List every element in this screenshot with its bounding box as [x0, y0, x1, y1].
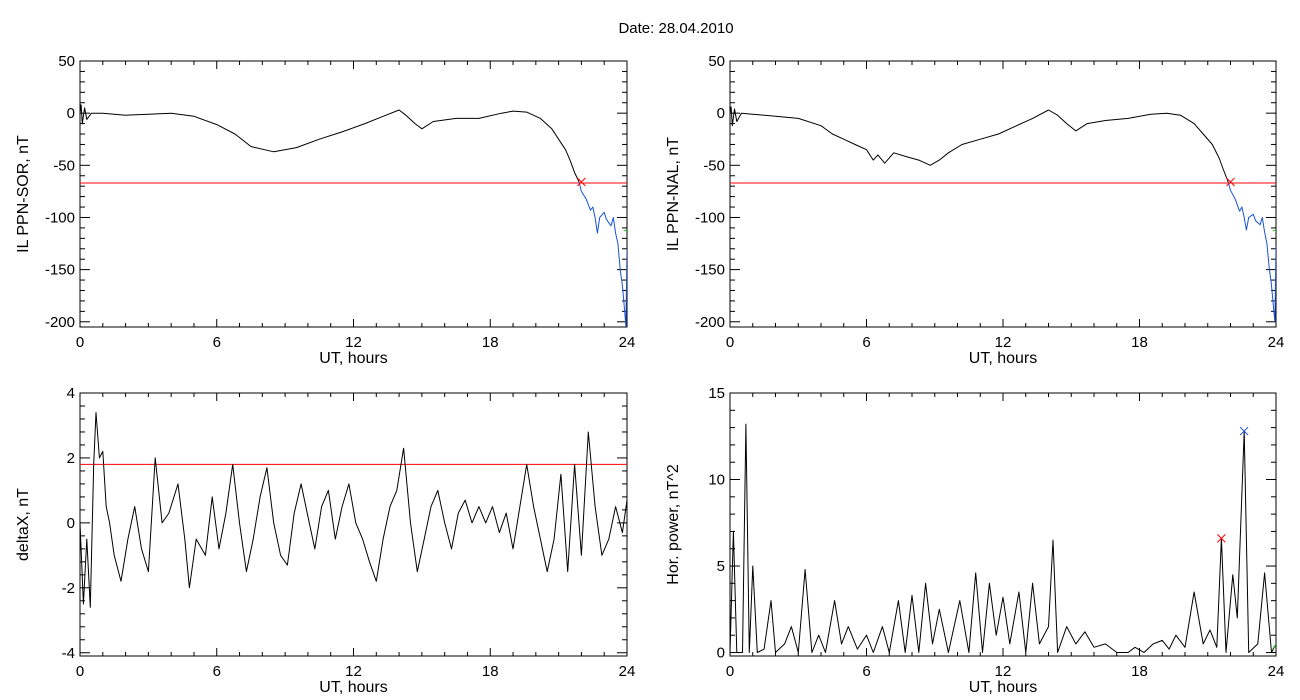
data-layer: [80, 412, 627, 608]
y-tick-label: 0: [717, 105, 725, 122]
y-tick-label: 0: [717, 645, 725, 662]
y-axis-label: deltaX, nT: [15, 488, 32, 561]
x-tick-label: 12: [345, 334, 362, 351]
y-tick-label: -4: [62, 645, 75, 662]
x-tick-label: 24: [1268, 663, 1285, 680]
marker-red: [577, 177, 586, 187]
x-tick-label: 18: [1131, 663, 1148, 680]
y-tick-label: 0: [67, 105, 75, 122]
x-tick-label: 12: [345, 663, 362, 680]
plot-frame: [729, 392, 1277, 657]
chart-panel-hor-power: 0 6 12 18 24 15 10 5 0 UT, hours Hor. power, nT^2: [665, 385, 1284, 696]
y-axis-label: Hor. power, nT^2: [665, 464, 682, 585]
x-tick-label: 18: [482, 663, 499, 680]
y-tick-label: 50: [58, 53, 75, 70]
y-tick-label: 0: [67, 515, 75, 532]
x-tick-label: 0: [76, 334, 84, 351]
x-tick-label: 12: [995, 663, 1012, 680]
marker-blue: [1239, 426, 1249, 436]
x-axis-label: UT, hours: [319, 350, 387, 367]
series-line-green: [623, 229, 627, 232]
x-axis-label: UT, hours: [969, 350, 1037, 367]
y-tick-label: -100: [45, 209, 75, 226]
x-tick-label: 0: [726, 334, 734, 351]
chart-panel-ppn-sor: 0 6 12 18 24 50 0 -50 -100 -150 -200 UT, hours IL PP…: [15, 53, 635, 367]
marker-red: [1217, 533, 1226, 543]
y-tick-label: -200: [45, 314, 75, 331]
y-tick-label: -2: [62, 580, 75, 597]
x-tick-label: 18: [482, 334, 499, 351]
series-line-green: [1272, 643, 1276, 650]
x-tick-label: 24: [619, 334, 636, 351]
x-tick-label: 24: [1268, 334, 1285, 351]
x-tick-label: 6: [213, 663, 221, 680]
x-tick-label: 6: [862, 663, 870, 680]
x-tick-label: 12: [995, 334, 1012, 351]
series-line-black: [80, 412, 627, 608]
series-line-blue: [1227, 181, 1276, 323]
y-tick-label: -150: [695, 262, 725, 279]
plot-frame: [79, 392, 628, 657]
x-axis-label: UT, hours: [969, 679, 1037, 696]
data-layer: [730, 106, 1276, 323]
series-line-black: [730, 423, 1276, 653]
x-tick-label: 0: [726, 663, 734, 680]
y-tick-label: 4: [67, 385, 75, 402]
y-axis-label: IL PPN-NAL, nT: [665, 137, 682, 251]
x-tick-label: 24: [619, 663, 636, 680]
y-tick-label: -150: [45, 262, 75, 279]
series-line-black: [80, 104, 580, 183]
x-axis-label: UT, hours: [319, 679, 387, 696]
plot-frame: [79, 60, 628, 328]
data-layer: [730, 423, 1276, 653]
marker-red: [1226, 177, 1235, 187]
y-tick-label: -50: [703, 157, 725, 174]
y-tick-label: 15: [708, 385, 725, 402]
y-tick-label: 10: [708, 472, 725, 489]
data-layer: [80, 104, 627, 327]
x-tick-label: 18: [1131, 334, 1148, 351]
y-tick-label: 2: [67, 450, 75, 467]
x-tick-label: 6: [213, 334, 221, 351]
y-tick-label: -200: [695, 314, 725, 331]
y-tick-label: 5: [717, 558, 725, 575]
plot-frame: [729, 60, 1277, 328]
y-tick-label: -100: [695, 209, 725, 226]
chart-panel-deltax: 0 6 12 18 24 4 2 0 -2 -4 UT, hours deltaX, nT: [15, 385, 635, 696]
x-tick-label: 6: [862, 334, 870, 351]
y-axis-label: IL PPN-SOR, nT: [15, 135, 32, 253]
chart-panel-ppn-nal: 0 6 12 18 24 50 0 -50 -100 -150 -200 UT, hours IL PP…: [665, 53, 1284, 367]
figure-title: Date: 28.04.2010: [618, 20, 733, 37]
series-line-black: [730, 106, 1229, 183]
y-tick-label: 50: [708, 53, 725, 70]
y-tick-label: -50: [53, 157, 75, 174]
series-line-blue: [578, 181, 627, 327]
x-tick-label: 0: [76, 663, 84, 680]
series-line-green: [1272, 229, 1276, 232]
